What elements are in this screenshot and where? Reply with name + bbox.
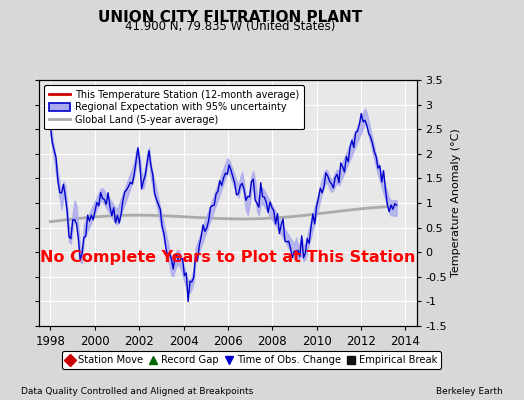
Text: Berkeley Earth: Berkeley Earth <box>436 387 503 396</box>
Text: No Complete Years to Plot at This Station: No Complete Years to Plot at This Statio… <box>40 250 416 265</box>
Legend: Station Move, Record Gap, Time of Obs. Change, Empirical Break: Station Move, Record Gap, Time of Obs. C… <box>62 351 441 369</box>
Text: UNION CITY FILTRATION PLANT: UNION CITY FILTRATION PLANT <box>99 10 363 25</box>
Text: 41.900 N, 79.835 W (United States): 41.900 N, 79.835 W (United States) <box>125 20 336 33</box>
Text: Data Quality Controlled and Aligned at Breakpoints: Data Quality Controlled and Aligned at B… <box>21 387 253 396</box>
Y-axis label: Temperature Anomaly (°C): Temperature Anomaly (°C) <box>451 129 462 277</box>
Legend: This Temperature Station (12-month average), Regional Expectation with 95% uncer: This Temperature Station (12-month avera… <box>44 85 304 130</box>
